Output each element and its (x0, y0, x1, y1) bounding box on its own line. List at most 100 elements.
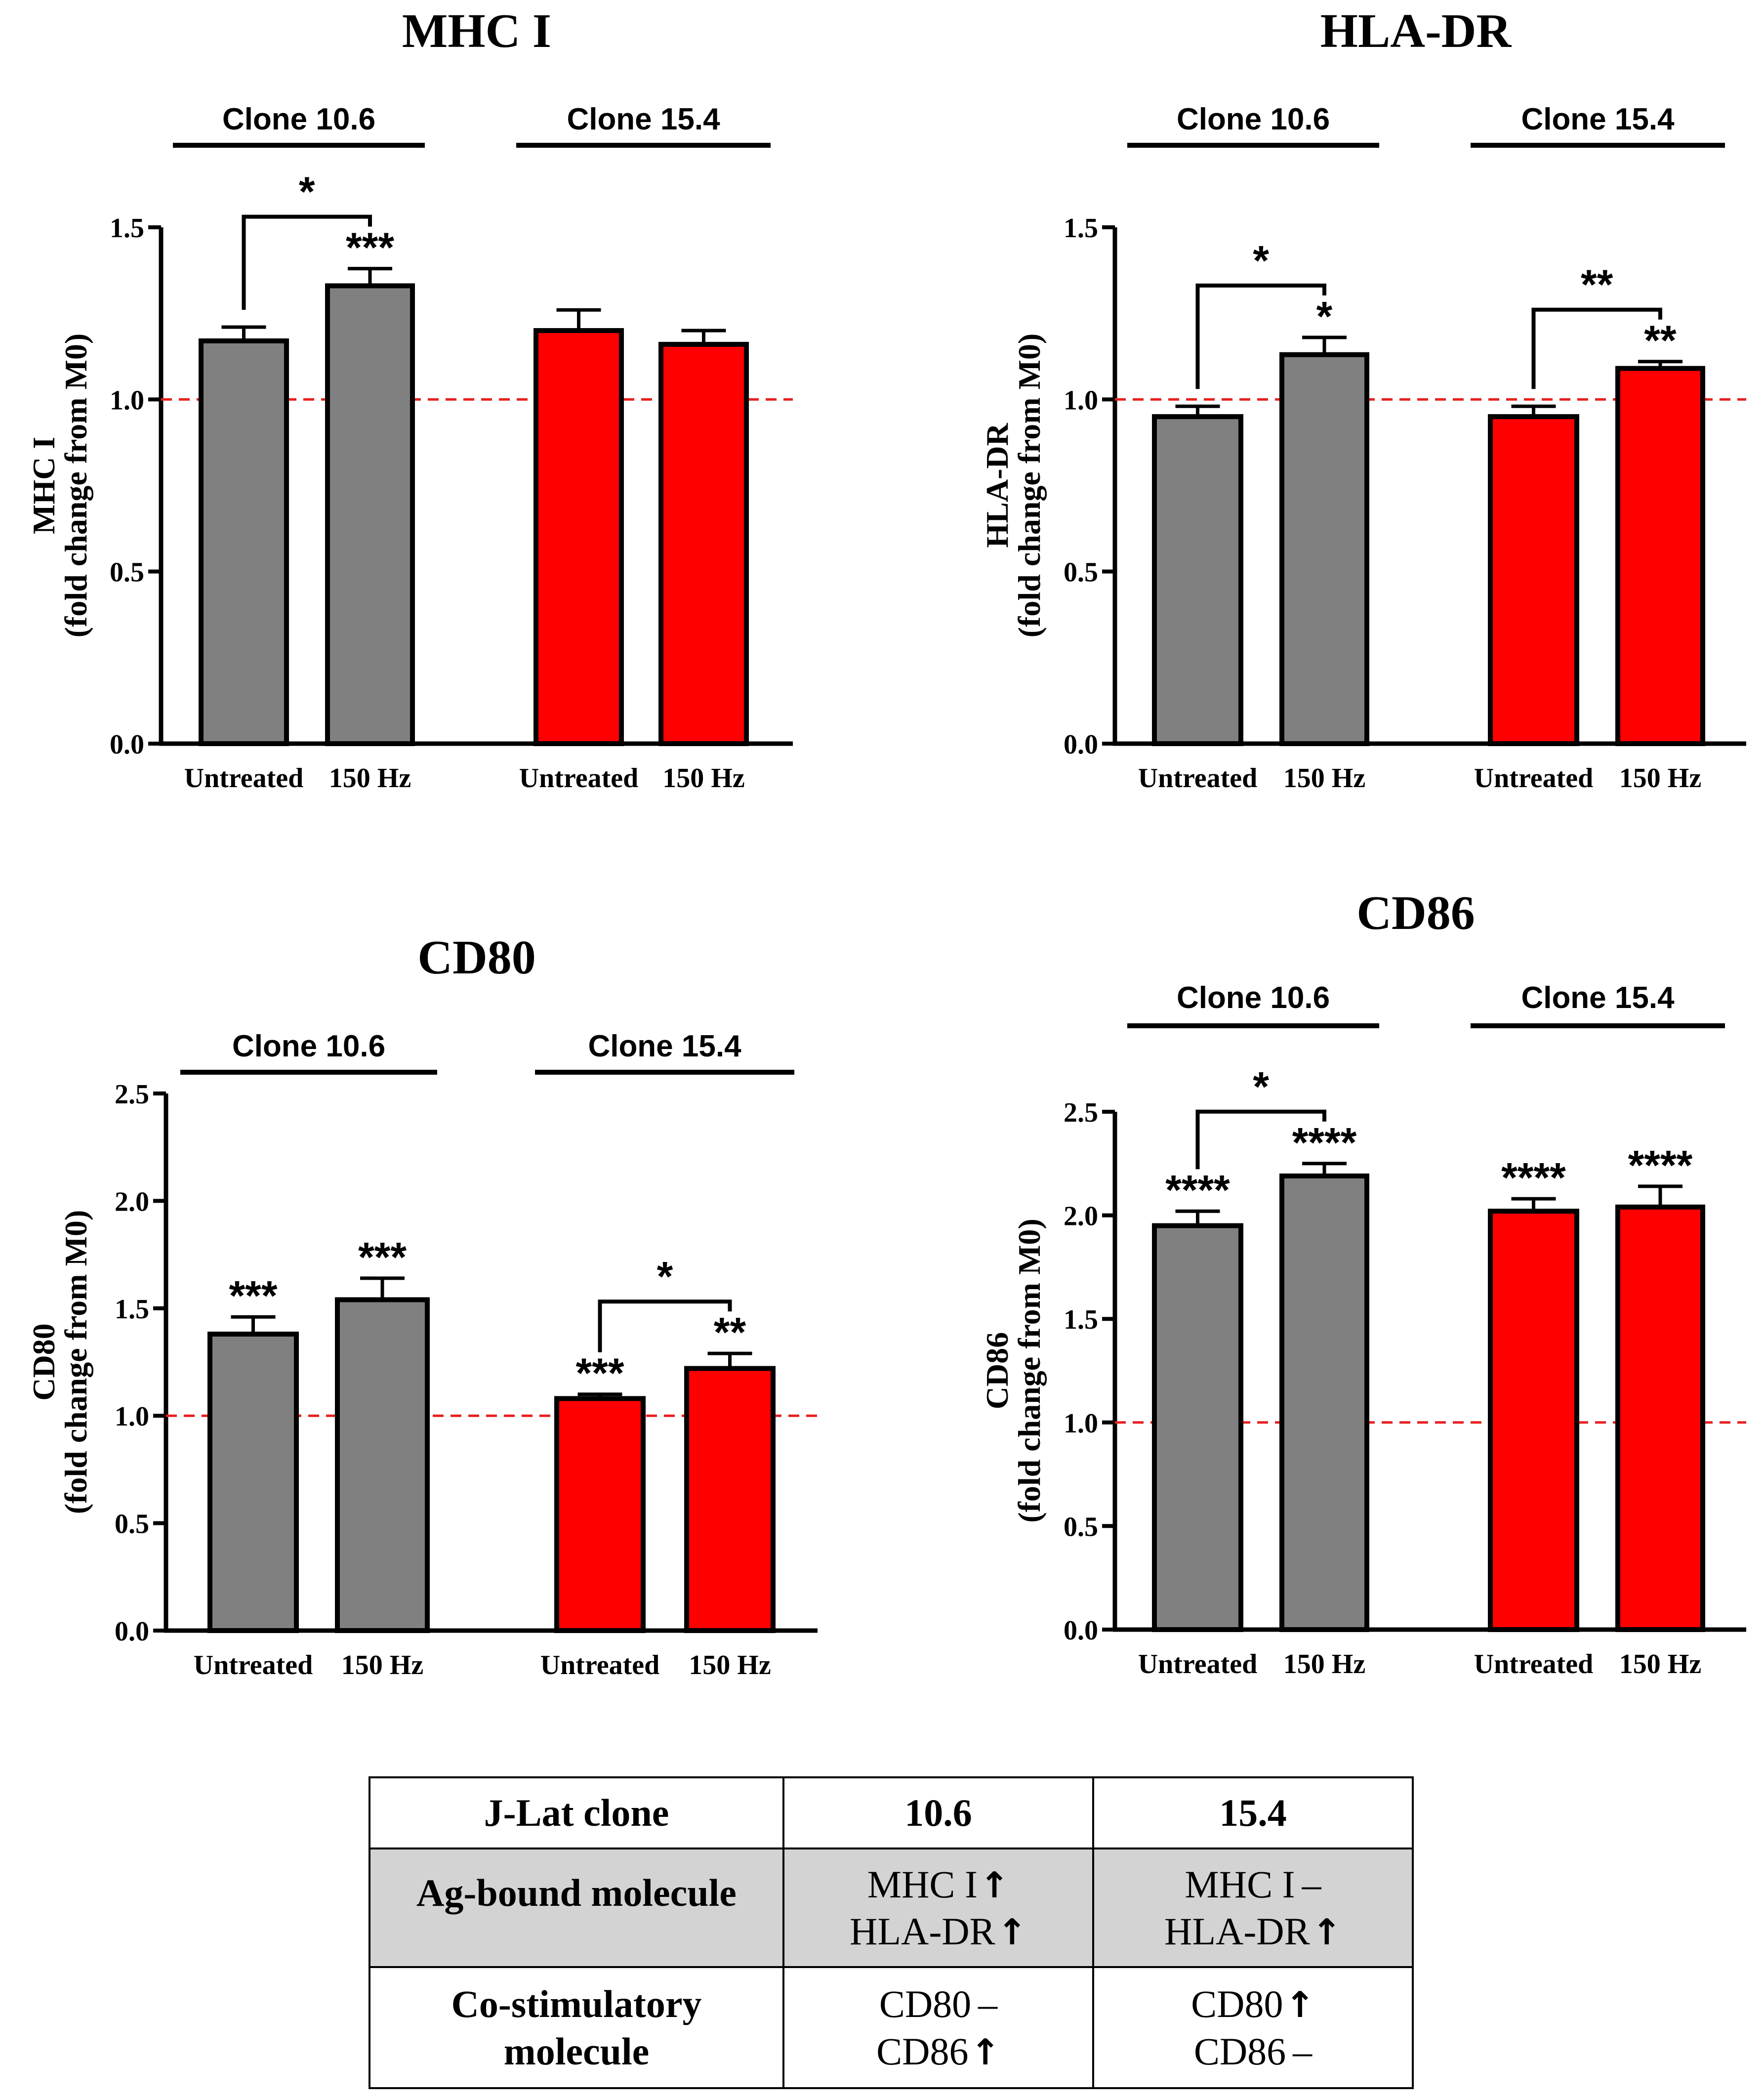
y-tick-label: 0.0 (1064, 1615, 1098, 1646)
group-label: Clone 15.4 (1521, 102, 1675, 136)
x-tick-label: 150 Hz (1283, 1649, 1365, 1679)
x-tick-label: 150 Hz (341, 1650, 423, 1680)
cell-text: CD80 (879, 1982, 972, 2026)
y-tick-label: 1.5 (115, 1294, 149, 1325)
significance-bracket (598, 1300, 732, 1352)
y-tick-label: 1.0 (1064, 1408, 1098, 1439)
x-tick-label: 150 Hz (662, 763, 744, 794)
bracket-label: * (1253, 1063, 1269, 1110)
up-arrow-icon: ↑ (979, 1864, 1010, 1906)
dash-icon: – (1293, 2029, 1313, 2073)
up-arrow-icon: ↑ (1285, 1984, 1315, 2026)
significance-bracket (242, 214, 372, 310)
group-label: Clone 10.6 (232, 1029, 385, 1063)
bar (1488, 1209, 1579, 1633)
x-tick-label: Untreated (1138, 763, 1258, 794)
table-row-label: Co-stimulatory molecule (369, 1966, 784, 2089)
table-header-jlat: J-Lat clone (369, 1776, 784, 1849)
bar (554, 1396, 646, 1634)
cell-text: HLA-DR (1164, 1910, 1310, 1953)
significance-label: *** (346, 224, 394, 271)
significance-label: *** (358, 1234, 407, 1280)
cell-text: CD86 (876, 2029, 969, 2073)
cell-text: CD80 (1191, 1982, 1283, 2026)
y-tick-label: 1.5 (110, 213, 144, 244)
y-tick-label: 0.5 (1064, 557, 1098, 588)
chart-title: MHC I (402, 4, 551, 58)
bar (1488, 414, 1579, 746)
bar (1279, 1173, 1369, 1632)
y-tick-label: 0.5 (1064, 1511, 1098, 1542)
cell-text: MHC I (867, 1862, 978, 1906)
y-tick-label: 1.5 (1064, 1304, 1098, 1335)
x-tick-label: Untreated (1474, 763, 1594, 794)
x-tick-label: Untreated (194, 1650, 313, 1680)
x-tick-label: 150 Hz (1619, 1649, 1701, 1679)
up-arrow-icon: ↑ (997, 1911, 1027, 1953)
table-cell: CD80↑ CD86– (1092, 1966, 1414, 2089)
significance-label: * (1316, 293, 1333, 339)
x-tick-label: Untreated (519, 763, 639, 794)
x-tick-label: Untreated (184, 763, 304, 794)
bar (1152, 414, 1243, 746)
significance-label: **** (1501, 1154, 1566, 1201)
significance-label: ** (714, 1309, 746, 1355)
x-tick-label: 150 Hz (329, 763, 411, 794)
table-row: Co-stimulatory molecule CD80– CD86↑ CD80… (369, 1966, 1414, 2089)
y-tick-label: 0.0 (115, 1616, 149, 1647)
y-axis-label: (fold change from M0) (58, 1210, 93, 1514)
bar (533, 328, 624, 746)
significance-label: *** (575, 1350, 624, 1396)
y-axis-label: MHC I (26, 437, 61, 534)
table-row: Ag-bound molecule MHC I↑ HLA-DR↑ MHC I – … (369, 1847, 1414, 1968)
y-tick-label: 2.5 (115, 1079, 149, 1110)
bar (335, 1297, 430, 1633)
significance-label: *** (229, 1272, 277, 1319)
bar (658, 341, 749, 746)
y-tick-label: 1.0 (115, 1401, 149, 1432)
group-label: Clone 10.6 (1177, 981, 1330, 1015)
table-header-15-4: 15.4 (1092, 1776, 1414, 1849)
significance-bracket (1195, 1109, 1326, 1170)
bar (207, 1331, 299, 1634)
row-label-line: Co-stimulatory (451, 1982, 702, 2026)
bar (1615, 1204, 1705, 1633)
table-row-label: Ag-bound molecule (369, 1847, 784, 1968)
row-label-line: molecule (503, 2029, 650, 2073)
bar (1615, 366, 1705, 746)
bar (325, 283, 415, 746)
bar (199, 338, 289, 746)
x-tick-label: 150 Hz (1283, 763, 1365, 794)
significance-bracket (1195, 283, 1326, 389)
y-axis-label: (fold change from M0) (1012, 1218, 1047, 1523)
cell-text: CD86 (1193, 2029, 1286, 2073)
significance-bracket (1531, 307, 1662, 389)
chart-title: HLA-DR (1320, 4, 1512, 58)
y-tick-label: 1.0 (1064, 385, 1098, 416)
x-tick-label: Untreated (540, 1650, 660, 1680)
bar (684, 1366, 776, 1633)
x-tick-label: Untreated (1138, 1649, 1258, 1679)
y-tick-label: 0.5 (115, 1509, 149, 1540)
up-arrow-icon: ↑ (1312, 1911, 1342, 1953)
y-axis-label: (fold change from M0) (1012, 334, 1047, 638)
bracket-label: * (657, 1253, 673, 1300)
significance-label: **** (1165, 1167, 1230, 1213)
cell-text: MHC I (1185, 1862, 1295, 1906)
group-label: Clone 10.6 (222, 102, 375, 136)
y-tick-label: 0.0 (1064, 729, 1098, 760)
y-axis-label: CD86 (980, 1332, 1015, 1409)
up-arrow-icon: ↑ (970, 2031, 1000, 2073)
summary-table: J-Lat clone 10.6 15.4 Ag-bound molecule … (369, 1776, 1414, 2089)
y-tick-label: 2.0 (115, 1186, 149, 1217)
dash-icon: – (978, 1982, 998, 2026)
x-tick-label: Untreated (1474, 1649, 1594, 1679)
table-cell: CD80– CD86↑ (782, 1966, 1094, 2089)
y-axis-label: CD80 (26, 1323, 61, 1400)
x-tick-label: 150 Hz (689, 1650, 771, 1680)
significance-label: **** (1292, 1119, 1357, 1166)
table-header-row: J-Lat clone 10.6 15.4 (369, 1776, 1414, 1849)
group-label: Clone 15.4 (567, 102, 720, 136)
y-tick-label: 0.5 (110, 557, 144, 588)
